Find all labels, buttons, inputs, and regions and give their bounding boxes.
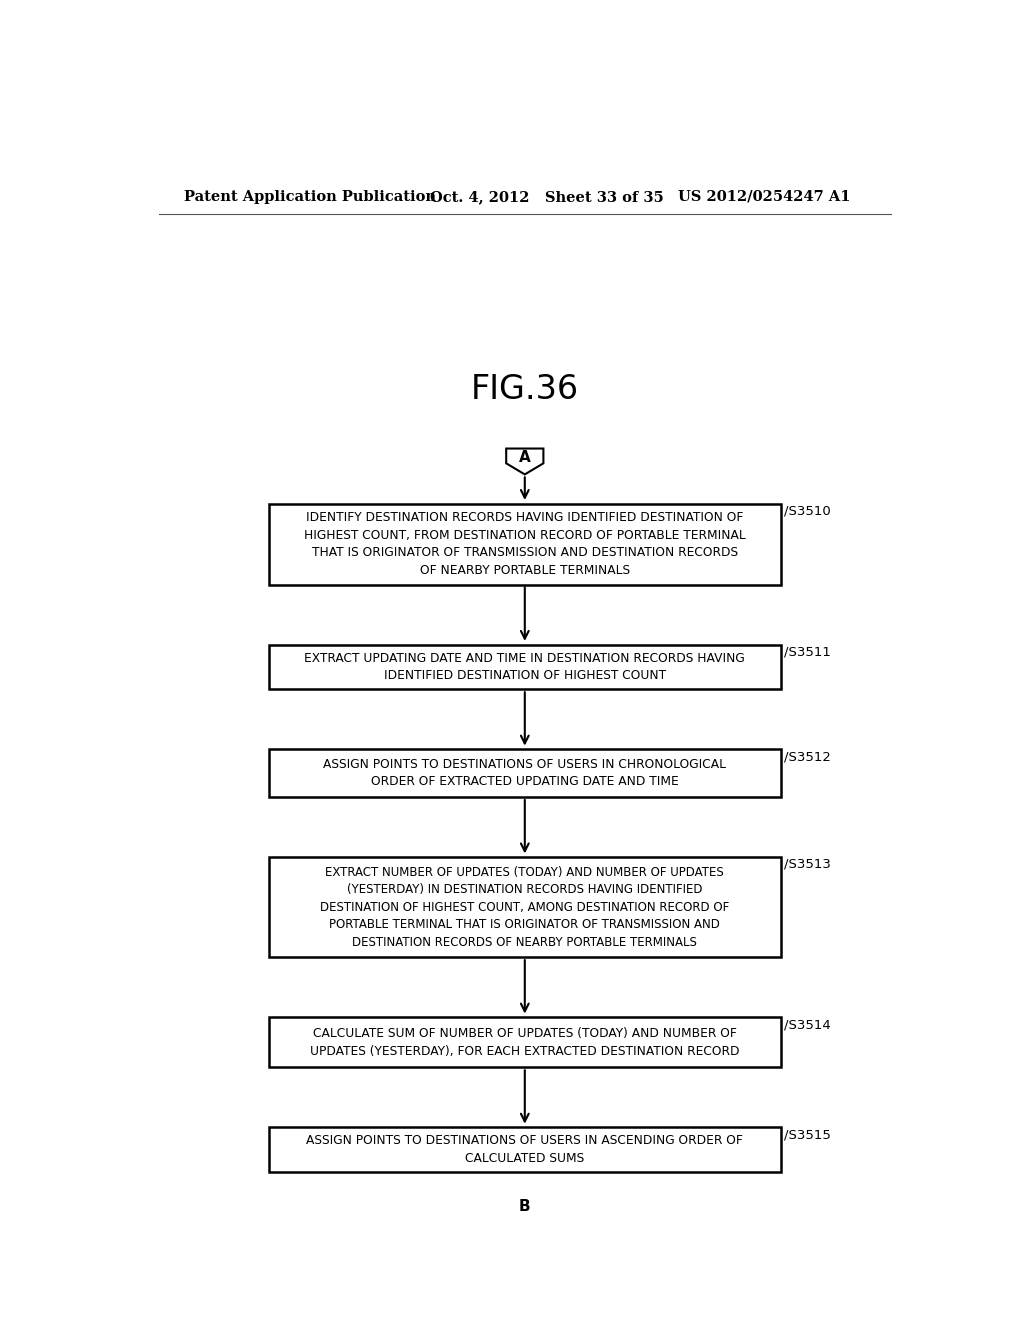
Text: B: B (519, 1199, 530, 1213)
Polygon shape (506, 1197, 544, 1224)
Text: /S3514: /S3514 (783, 1018, 830, 1031)
Text: FIG.36: FIG.36 (471, 374, 579, 407)
Polygon shape (506, 449, 544, 474)
Text: /S3512: /S3512 (783, 750, 830, 763)
Text: Oct. 4, 2012   Sheet 33 of 35: Oct. 4, 2012 Sheet 33 of 35 (430, 190, 664, 203)
Text: IDENTIFY DESTINATION RECORDS HAVING IDENTIFIED DESTINATION OF
HIGHEST COUNT, FRO: IDENTIFY DESTINATION RECORDS HAVING IDEN… (304, 511, 745, 577)
Text: US 2012/0254247 A1: US 2012/0254247 A1 (678, 190, 851, 203)
FancyBboxPatch shape (269, 750, 780, 797)
Text: CALCULATE SUM OF NUMBER OF UPDATES (TODAY) AND NUMBER OF
UPDATES (YESTERDAY), FO: CALCULATE SUM OF NUMBER OF UPDATES (TODA… (310, 1027, 739, 1057)
FancyBboxPatch shape (269, 1127, 780, 1172)
Text: /S3510: /S3510 (783, 504, 830, 517)
Text: ASSIGN POINTS TO DESTINATIONS OF USERS IN ASCENDING ORDER OF
CALCULATED SUMS: ASSIGN POINTS TO DESTINATIONS OF USERS I… (306, 1134, 743, 1166)
Text: /S3515: /S3515 (783, 1129, 830, 1140)
FancyBboxPatch shape (269, 644, 780, 689)
Text: ASSIGN POINTS TO DESTINATIONS OF USERS IN CHRONOLOGICAL
ORDER OF EXTRACTED UPDAT: ASSIGN POINTS TO DESTINATIONS OF USERS I… (324, 758, 726, 788)
FancyBboxPatch shape (269, 1018, 780, 1068)
Text: /S3513: /S3513 (783, 858, 830, 871)
Text: /S3511: /S3511 (783, 645, 830, 659)
Text: EXTRACT NUMBER OF UPDATES (TODAY) AND NUMBER OF UPDATES
(YESTERDAY) IN DESTINATI: EXTRACT NUMBER OF UPDATES (TODAY) AND NU… (321, 866, 729, 949)
Text: A: A (519, 450, 530, 465)
Text: Patent Application Publication: Patent Application Publication (183, 190, 436, 203)
Text: EXTRACT UPDATING DATE AND TIME IN DESTINATION RECORDS HAVING
IDENTIFIED DESTINAT: EXTRACT UPDATING DATE AND TIME IN DESTIN… (304, 652, 745, 682)
FancyBboxPatch shape (269, 504, 780, 585)
FancyBboxPatch shape (269, 857, 780, 957)
